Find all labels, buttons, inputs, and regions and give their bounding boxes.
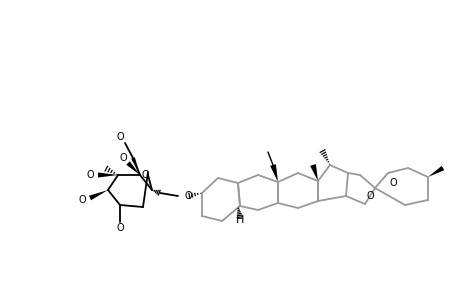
Polygon shape <box>126 161 140 175</box>
Polygon shape <box>89 190 108 200</box>
Text: O: O <box>388 178 396 188</box>
Text: O: O <box>184 191 191 201</box>
Text: H: H <box>235 215 244 225</box>
Text: O: O <box>116 223 123 233</box>
Text: O: O <box>116 132 123 142</box>
Polygon shape <box>269 164 277 182</box>
Polygon shape <box>309 164 317 181</box>
Polygon shape <box>131 157 140 175</box>
Polygon shape <box>98 172 118 178</box>
Text: O: O <box>141 170 149 180</box>
Polygon shape <box>427 166 443 177</box>
Text: O: O <box>78 195 86 205</box>
Text: O: O <box>86 170 94 180</box>
Text: O: O <box>365 191 373 201</box>
Text: O: O <box>119 153 127 163</box>
